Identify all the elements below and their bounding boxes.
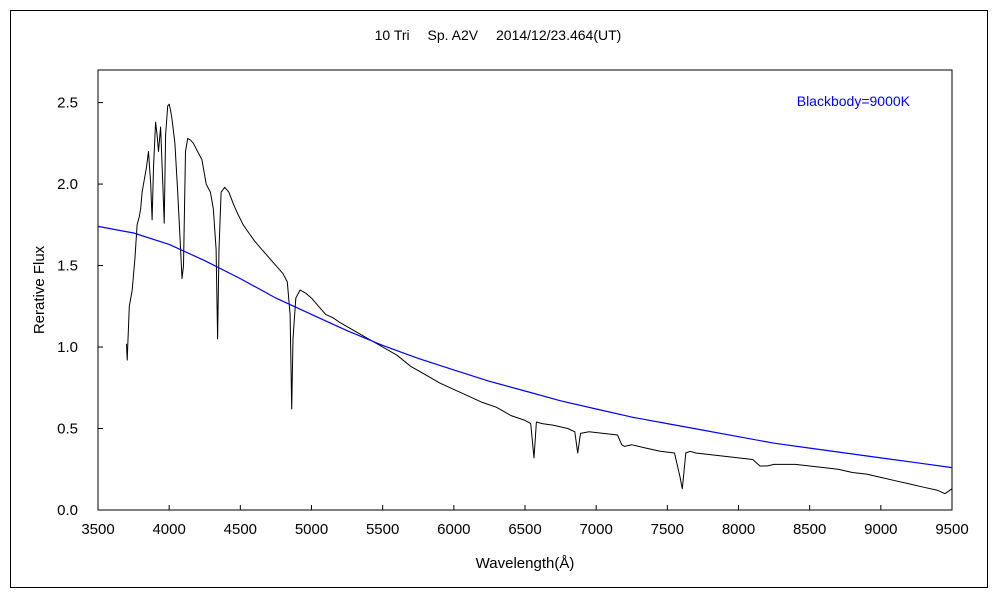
blackbody-annotation: Blackbody=9000K (797, 93, 911, 109)
y-tick-label: 1.5 (57, 258, 78, 275)
series-layer (97, 103, 953, 495)
chart-frame (10, 10, 988, 588)
x-tick-label: 4500 (224, 521, 257, 538)
chart-title: 10 Tri Sp. A2V 2014/12/23.464(UT) (375, 27, 622, 43)
x-tick-label: 8500 (793, 521, 826, 538)
x-tick-label: 9500 (935, 521, 968, 538)
y-tick-label: 0.0 (57, 502, 78, 519)
x-tick-label: 5500 (366, 521, 399, 538)
x-tick-label: 7000 (579, 521, 612, 538)
y-axis: 0.0 0.5 1.0 1.5 2.0 2.5 (57, 95, 103, 519)
x-tick-label: 5000 (295, 521, 328, 538)
spectrum-series-line (126, 103, 953, 495)
x-tick-label: 4000 (152, 521, 185, 538)
x-tick-label: 3500 (81, 521, 114, 538)
y-tick-label: 1.0 (57, 339, 78, 356)
x-tick-label: 9000 (864, 521, 897, 538)
x-tick-label: 8000 (722, 521, 755, 538)
y-tick-label: 2.5 (57, 95, 78, 112)
y-axis-label: Rerative Flux (31, 245, 48, 334)
plot-area (97, 69, 953, 511)
y-tick-label: 0.5 (57, 421, 78, 438)
x-tick-label: 6500 (508, 521, 541, 538)
x-axis-label: Wavelength(Å) (476, 555, 575, 572)
blackbody-series-line (97, 225, 953, 469)
y-tick-label: 2.0 (57, 176, 78, 193)
x-tick-label: 6000 (437, 521, 470, 538)
x-axis: 3500 4000 4500 5000 5500 6000 6500 7000 7500 8000… (81, 505, 969, 538)
x-tick-label: 7500 (651, 521, 684, 538)
